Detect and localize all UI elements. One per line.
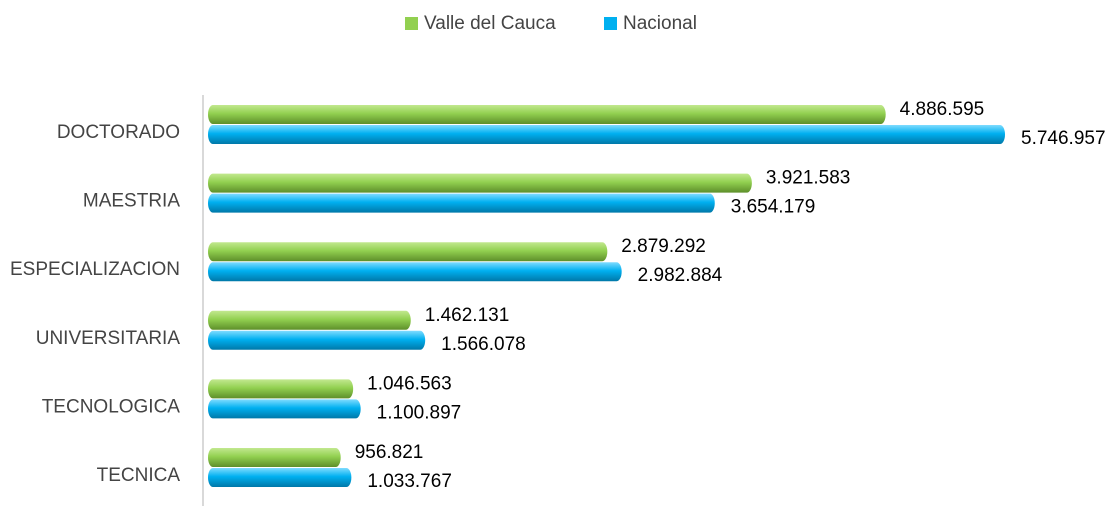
bar bbox=[208, 379, 354, 399]
value-label: 3.654.179 bbox=[731, 197, 816, 218]
value-label: 4.886.595 bbox=[900, 99, 985, 120]
bar bbox=[208, 193, 715, 213]
value-label: 2.982.884 bbox=[638, 265, 723, 286]
bar bbox=[208, 262, 622, 282]
value-label: 956.821 bbox=[355, 442, 424, 463]
value-label: 1.462.131 bbox=[425, 305, 510, 326]
bar bbox=[208, 468, 352, 487]
legend-swatch bbox=[405, 17, 418, 30]
bar bbox=[208, 399, 361, 419]
bar bbox=[208, 105, 886, 124]
bar bbox=[208, 310, 411, 330]
bar bbox=[208, 330, 426, 350]
legend-label: Valle del Cauca bbox=[424, 13, 556, 34]
value-label: 5.746.957 bbox=[1021, 128, 1106, 149]
category-label: UNIVERSITARIA bbox=[36, 328, 181, 349]
bar bbox=[208, 173, 752, 193]
value-label: 1.033.767 bbox=[367, 471, 452, 492]
category-label: TECNICA bbox=[97, 465, 181, 486]
category-label: TECNOLOGICA bbox=[42, 396, 181, 417]
value-label: 2.879.292 bbox=[621, 236, 706, 257]
value-label: 1.566.078 bbox=[441, 334, 526, 355]
legend-label: Nacional bbox=[623, 13, 697, 34]
category-label: ESPECIALIZACION bbox=[10, 259, 180, 280]
value-label: 1.046.563 bbox=[367, 373, 452, 394]
bar bbox=[208, 125, 1005, 144]
bar bbox=[208, 448, 341, 467]
legend-swatch bbox=[604, 17, 617, 30]
value-label: 1.100.897 bbox=[377, 402, 462, 423]
bar bbox=[208, 242, 608, 262]
category-label: DOCTORADO bbox=[57, 122, 180, 143]
category-label: MAESTRIA bbox=[83, 191, 180, 212]
value-label: 3.921.583 bbox=[766, 168, 851, 189]
